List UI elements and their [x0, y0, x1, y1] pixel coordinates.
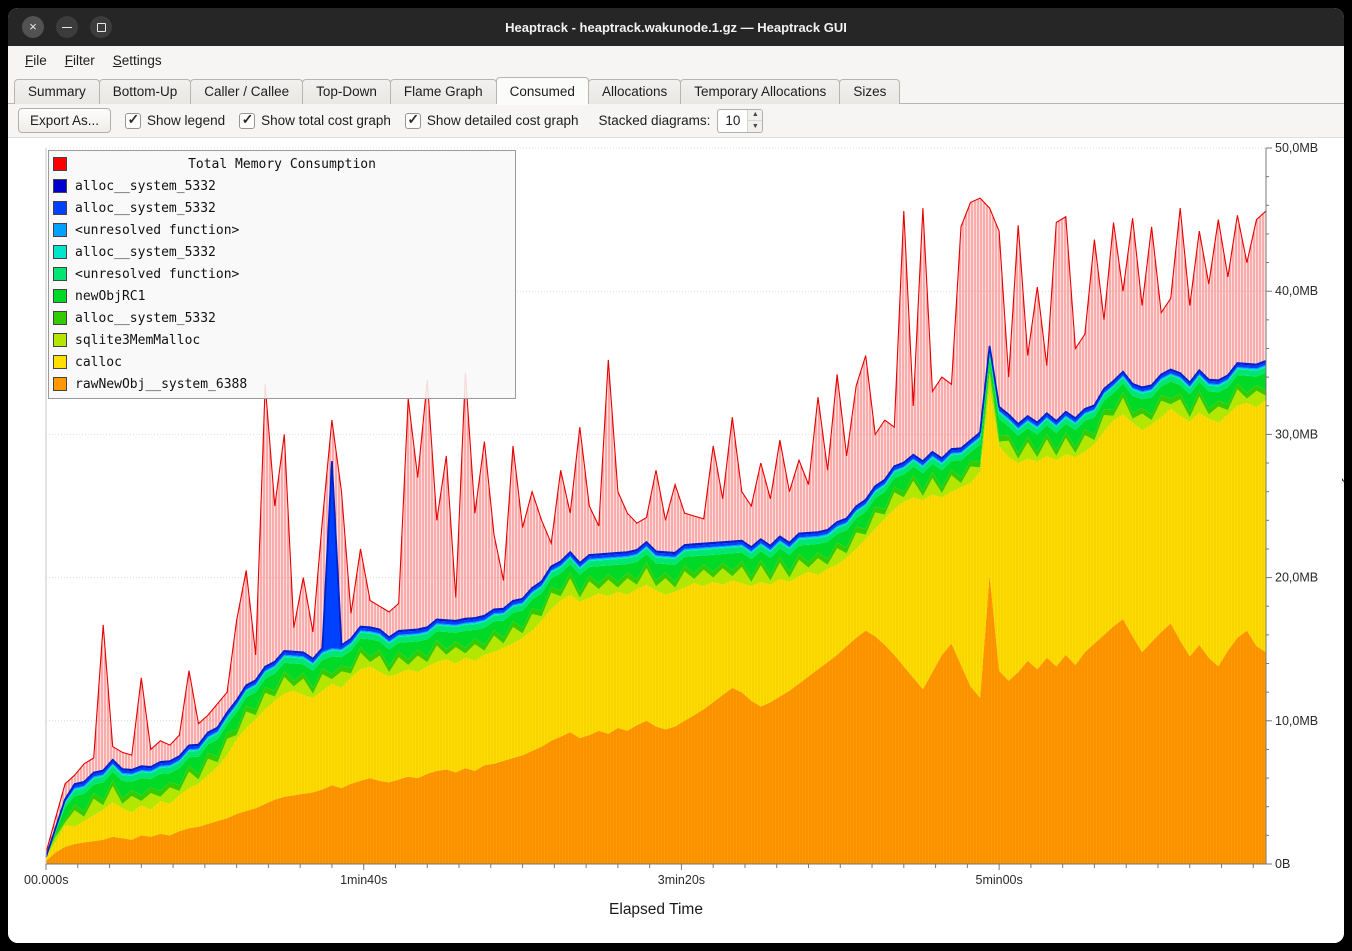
legend-label: alloc__system_5332 [75, 178, 216, 194]
titlebar: × Heaptrack - heaptrack.wakunode.1.gz — … [8, 8, 1344, 46]
legend-item: rawNewObj__system_6388 [49, 373, 515, 395]
checkbox-group: Show legend Show total cost graph Show det… [125, 111, 579, 129]
legend-swatch [53, 245, 67, 259]
x-tick-label: 5min00s [976, 873, 1023, 887]
checkbox-box[interactable] [239, 111, 256, 129]
legend-swatch [53, 377, 67, 391]
tab-temporary-allocations[interactable]: Temporary Allocations [680, 79, 841, 104]
menu-bar: File Filter Settings [8, 46, 1344, 74]
checkbox-label: Show total cost graph [261, 113, 391, 128]
chart-legend: Total Memory Consumption alloc__system_53… [48, 150, 516, 399]
checkbox-show-legend[interactable]: Show legend [125, 111, 226, 129]
legend-item: <unresolved function> [49, 263, 515, 285]
legend-item: sqlite3MemMalloc [49, 329, 515, 351]
stacked-diagrams-group: Stacked diagrams: 10 ▲ ▼ [598, 108, 764, 133]
menu-filter[interactable]: Filter [64, 52, 95, 68]
checkbox-label: Show detailed cost graph [426, 113, 579, 128]
memory-consumption-chart[interactable]: 00.000s 1min40s 3min20s 5min00s 0B 10,0MB 20,0… [8, 138, 1344, 943]
stacked-diagrams-label: Stacked diagrams: [598, 113, 711, 128]
checkbox-box[interactable] [404, 111, 421, 129]
legend-title: Total Memory Consumption [188, 156, 376, 172]
legend-swatch [53, 289, 67, 303]
legend-label: calloc [75, 354, 122, 370]
y-tick-label: 50,0MB [1275, 141, 1318, 155]
app-window: × Heaptrack - heaptrack.wakunode.1.gz — … [8, 8, 1344, 943]
tab-top-down[interactable]: Top-Down [302, 79, 391, 104]
close-icon[interactable]: × [22, 16, 44, 38]
x-tick-label: 3min20s [658, 873, 705, 887]
x-tick-label: 00.000s [24, 873, 68, 887]
stacked-diagrams-value[interactable]: 10 [725, 113, 741, 128]
tab-bar: Summary Bottom-Up Caller / Callee Top-Down F… [8, 74, 1344, 104]
maximize-icon[interactable] [90, 16, 112, 38]
y-tick-label: 0B [1275, 857, 1290, 871]
legend-item: alloc__system_5332 [49, 241, 515, 263]
minimize-icon[interactable] [56, 16, 78, 38]
spin-up-button[interactable]: ▲ [748, 109, 763, 121]
y-tick-label: 10,0MB [1275, 714, 1318, 728]
legend-item: newObjRC1 [49, 285, 515, 307]
menu-settings[interactable]: Settings [112, 52, 162, 68]
x-axis-title: Elapsed Time [609, 901, 703, 918]
legend-label: alloc__system_5332 [75, 244, 216, 260]
tab-bottom-up[interactable]: Bottom-Up [98, 79, 192, 104]
toolbar: Export As... Show legend Show total cost … [8, 104, 1344, 138]
tab-summary[interactable]: Summary [14, 79, 100, 104]
legend-item: alloc__system_5332 [49, 197, 515, 219]
tab-sizes[interactable]: Sizes [839, 79, 901, 104]
tab-consumed[interactable]: Consumed [495, 77, 589, 104]
legend-swatch-total [53, 157, 67, 171]
legend-label: rawNewObj__system_6388 [75, 376, 248, 392]
legend-item: <unresolved function> [49, 219, 515, 241]
checkbox-box[interactable] [125, 111, 142, 129]
legend-label: sqlite3MemMalloc [75, 332, 201, 348]
legend-swatch [53, 311, 67, 325]
legend-title-row: Total Memory Consumption [49, 153, 515, 175]
legend-label: <unresolved function> [75, 266, 240, 282]
window-title: Heaptrack - heaptrack.wakunode.1.gz — He… [505, 19, 847, 35]
legend-swatch [53, 355, 67, 369]
legend-item: alloc__system_5332 [49, 307, 515, 329]
y-tick-label: 30,0MB [1275, 427, 1318, 441]
legend-label: newObjRC1 [75, 288, 146, 304]
x-tick-label: 1min40s [340, 873, 387, 887]
checkbox-show-detailed-cost-graph[interactable]: Show detailed cost graph [404, 111, 579, 129]
export-as-button[interactable]: Export As... [18, 108, 112, 133]
y-axis-title: Memory Consumed [1341, 433, 1344, 560]
legend-label: alloc__system_5332 [75, 310, 216, 326]
legend-swatch [53, 201, 67, 215]
legend-swatch [53, 223, 67, 237]
checkbox-label: Show legend [147, 113, 226, 128]
legend-swatch [53, 333, 67, 347]
legend-item: calloc [49, 351, 515, 373]
legend-item: alloc__system_5332 [49, 175, 515, 197]
legend-swatch [53, 179, 67, 193]
tab-caller-callee[interactable]: Caller / Callee [190, 79, 304, 104]
tab-allocations[interactable]: Allocations [587, 79, 682, 104]
menu-file[interactable]: File [25, 52, 47, 68]
chart-canvas[interactable]: 00.000s 1min40s 3min20s 5min00s 0B 10,0MB 20,0… [8, 138, 1344, 943]
spinner-buttons: ▲ ▼ [747, 109, 763, 132]
checkbox-show-total-cost-graph[interactable]: Show total cost graph [239, 111, 391, 129]
spin-down-button[interactable]: ▼ [748, 121, 763, 132]
y-tick-label: 20,0MB [1275, 571, 1318, 585]
legend-label: alloc__system_5332 [75, 200, 216, 216]
tab-flame-graph[interactable]: Flame Graph [389, 79, 497, 104]
legend-label: <unresolved function> [75, 222, 240, 238]
window-controls: × [22, 8, 112, 46]
stacked-diagrams-spinbox[interactable]: 10 ▲ ▼ [717, 108, 764, 133]
legend-swatch [53, 267, 67, 281]
y-tick-label: 40,0MB [1275, 284, 1318, 298]
